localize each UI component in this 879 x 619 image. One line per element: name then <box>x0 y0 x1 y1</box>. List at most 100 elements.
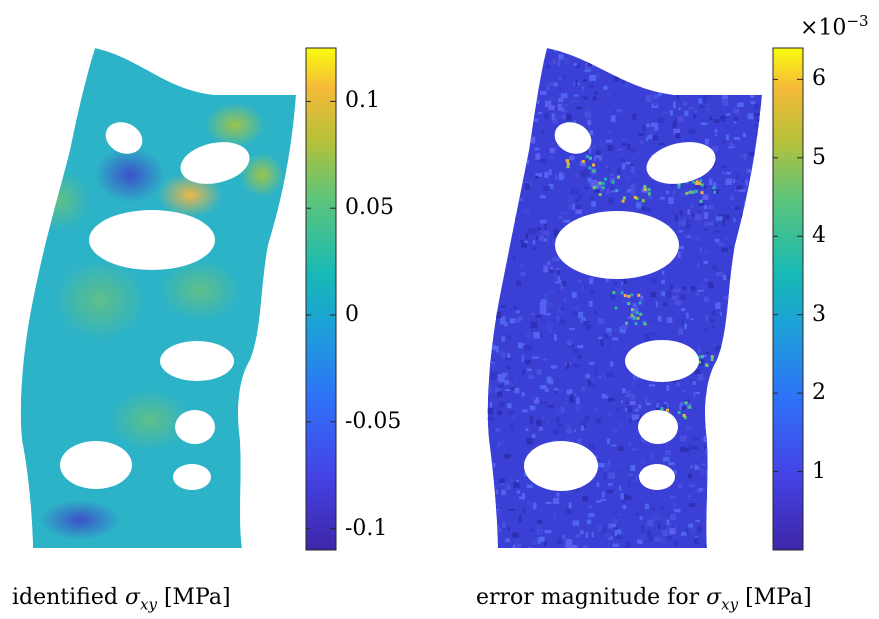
error-speckle <box>724 77 732 84</box>
error-speckle <box>763 420 769 426</box>
error-speckle <box>517 137 521 141</box>
error-speckle <box>728 430 735 437</box>
error-speckle <box>737 362 740 369</box>
error-speckle <box>513 156 519 162</box>
error-speckle <box>516 479 519 483</box>
error-speckle <box>536 419 542 426</box>
error-speckle <box>652 53 657 57</box>
error-speckle <box>604 532 611 539</box>
error-speckle <box>641 206 646 211</box>
error-speckle <box>591 201 597 207</box>
error-speckle <box>715 510 720 514</box>
error-speckle <box>576 106 583 110</box>
error-speckle <box>734 117 738 121</box>
error-speckle <box>633 79 640 84</box>
colorbar-tick-label: 0 <box>345 302 359 328</box>
error-speckle <box>487 374 490 378</box>
error-speckle <box>487 309 492 315</box>
error-speckle <box>729 506 734 512</box>
error-speckle <box>494 311 502 319</box>
error-speckle <box>497 503 500 508</box>
error-speckle <box>764 545 766 549</box>
error-speckle <box>589 74 596 82</box>
error-speckle <box>735 83 739 91</box>
error-speckle <box>672 470 677 475</box>
error-speckle <box>487 48 490 53</box>
error-speckle <box>537 520 542 525</box>
error-speckle <box>675 214 678 221</box>
error-speckle <box>669 495 676 499</box>
error-speckle <box>698 203 705 206</box>
error-speckle <box>637 73 641 81</box>
error-speckle <box>487 154 491 160</box>
error-speckle <box>633 63 641 71</box>
error-speckle <box>751 219 756 223</box>
error-speckle <box>564 396 572 400</box>
error-speckle <box>508 508 515 511</box>
error-speckle <box>631 448 637 451</box>
error-speckle <box>533 118 538 122</box>
error-speckle <box>597 318 605 324</box>
error-speckle <box>501 489 506 496</box>
error-speckle <box>502 351 506 358</box>
error-speckle <box>732 71 739 78</box>
error-speckle <box>725 237 730 240</box>
error-hotspot <box>638 301 642 305</box>
error-speckle <box>764 143 767 149</box>
error-speckle <box>550 354 553 357</box>
error-speckle <box>663 457 670 462</box>
error-speckle <box>513 481 520 488</box>
error-hotspot <box>699 179 703 183</box>
error-speckle <box>747 442 750 448</box>
error-speckle <box>553 229 559 237</box>
error-speckle <box>600 339 603 346</box>
error-speckle <box>512 544 516 548</box>
colorbar-tick-label: 2 <box>812 380 826 406</box>
error-hotspot <box>592 169 596 173</box>
error-speckle <box>734 266 741 270</box>
error-speckle <box>501 483 505 486</box>
error-speckle <box>676 381 680 387</box>
error-speckle <box>706 314 708 322</box>
error-speckle <box>739 486 744 492</box>
colorbar-tick-label: 4 <box>812 223 826 249</box>
error-speckle <box>540 399 547 405</box>
error-speckle <box>609 173 615 176</box>
error-speckle <box>538 51 543 56</box>
error-speckle <box>619 326 626 334</box>
error-speckle <box>682 43 685 46</box>
error-hotspot <box>623 294 627 298</box>
error-speckle <box>658 523 661 529</box>
error-speckle <box>694 537 699 545</box>
error-speckle <box>588 147 592 154</box>
error-speckle <box>756 532 762 536</box>
error-speckle <box>495 374 502 380</box>
error-speckle <box>657 90 662 96</box>
error-speckle <box>540 219 547 224</box>
error-speckle <box>616 109 623 113</box>
error-hotspot <box>630 313 634 317</box>
error-speckle <box>608 398 615 402</box>
error-speckle <box>553 513 557 521</box>
error-speckle <box>764 332 770 334</box>
error-speckle <box>553 334 557 341</box>
error-speckle <box>645 525 648 531</box>
error-speckle <box>657 315 662 322</box>
error-speckle <box>531 396 536 400</box>
error-speckle <box>504 379 510 385</box>
error-speckle <box>502 236 508 243</box>
error-speckle <box>595 368 598 375</box>
error-speckle <box>717 496 724 503</box>
error-speckle <box>756 422 761 430</box>
error-speckle <box>523 208 531 214</box>
error-speckle <box>572 203 576 210</box>
error-hotspot <box>566 165 570 169</box>
error-speckle <box>728 146 735 149</box>
error-speckle <box>693 60 697 67</box>
error-speckle <box>653 102 658 106</box>
error-speckle <box>743 532 751 539</box>
error-speckle <box>700 52 706 59</box>
error-speckle <box>507 353 511 360</box>
caption-left: identified σxy [MPa] <box>12 585 231 613</box>
error-speckle <box>557 77 562 80</box>
